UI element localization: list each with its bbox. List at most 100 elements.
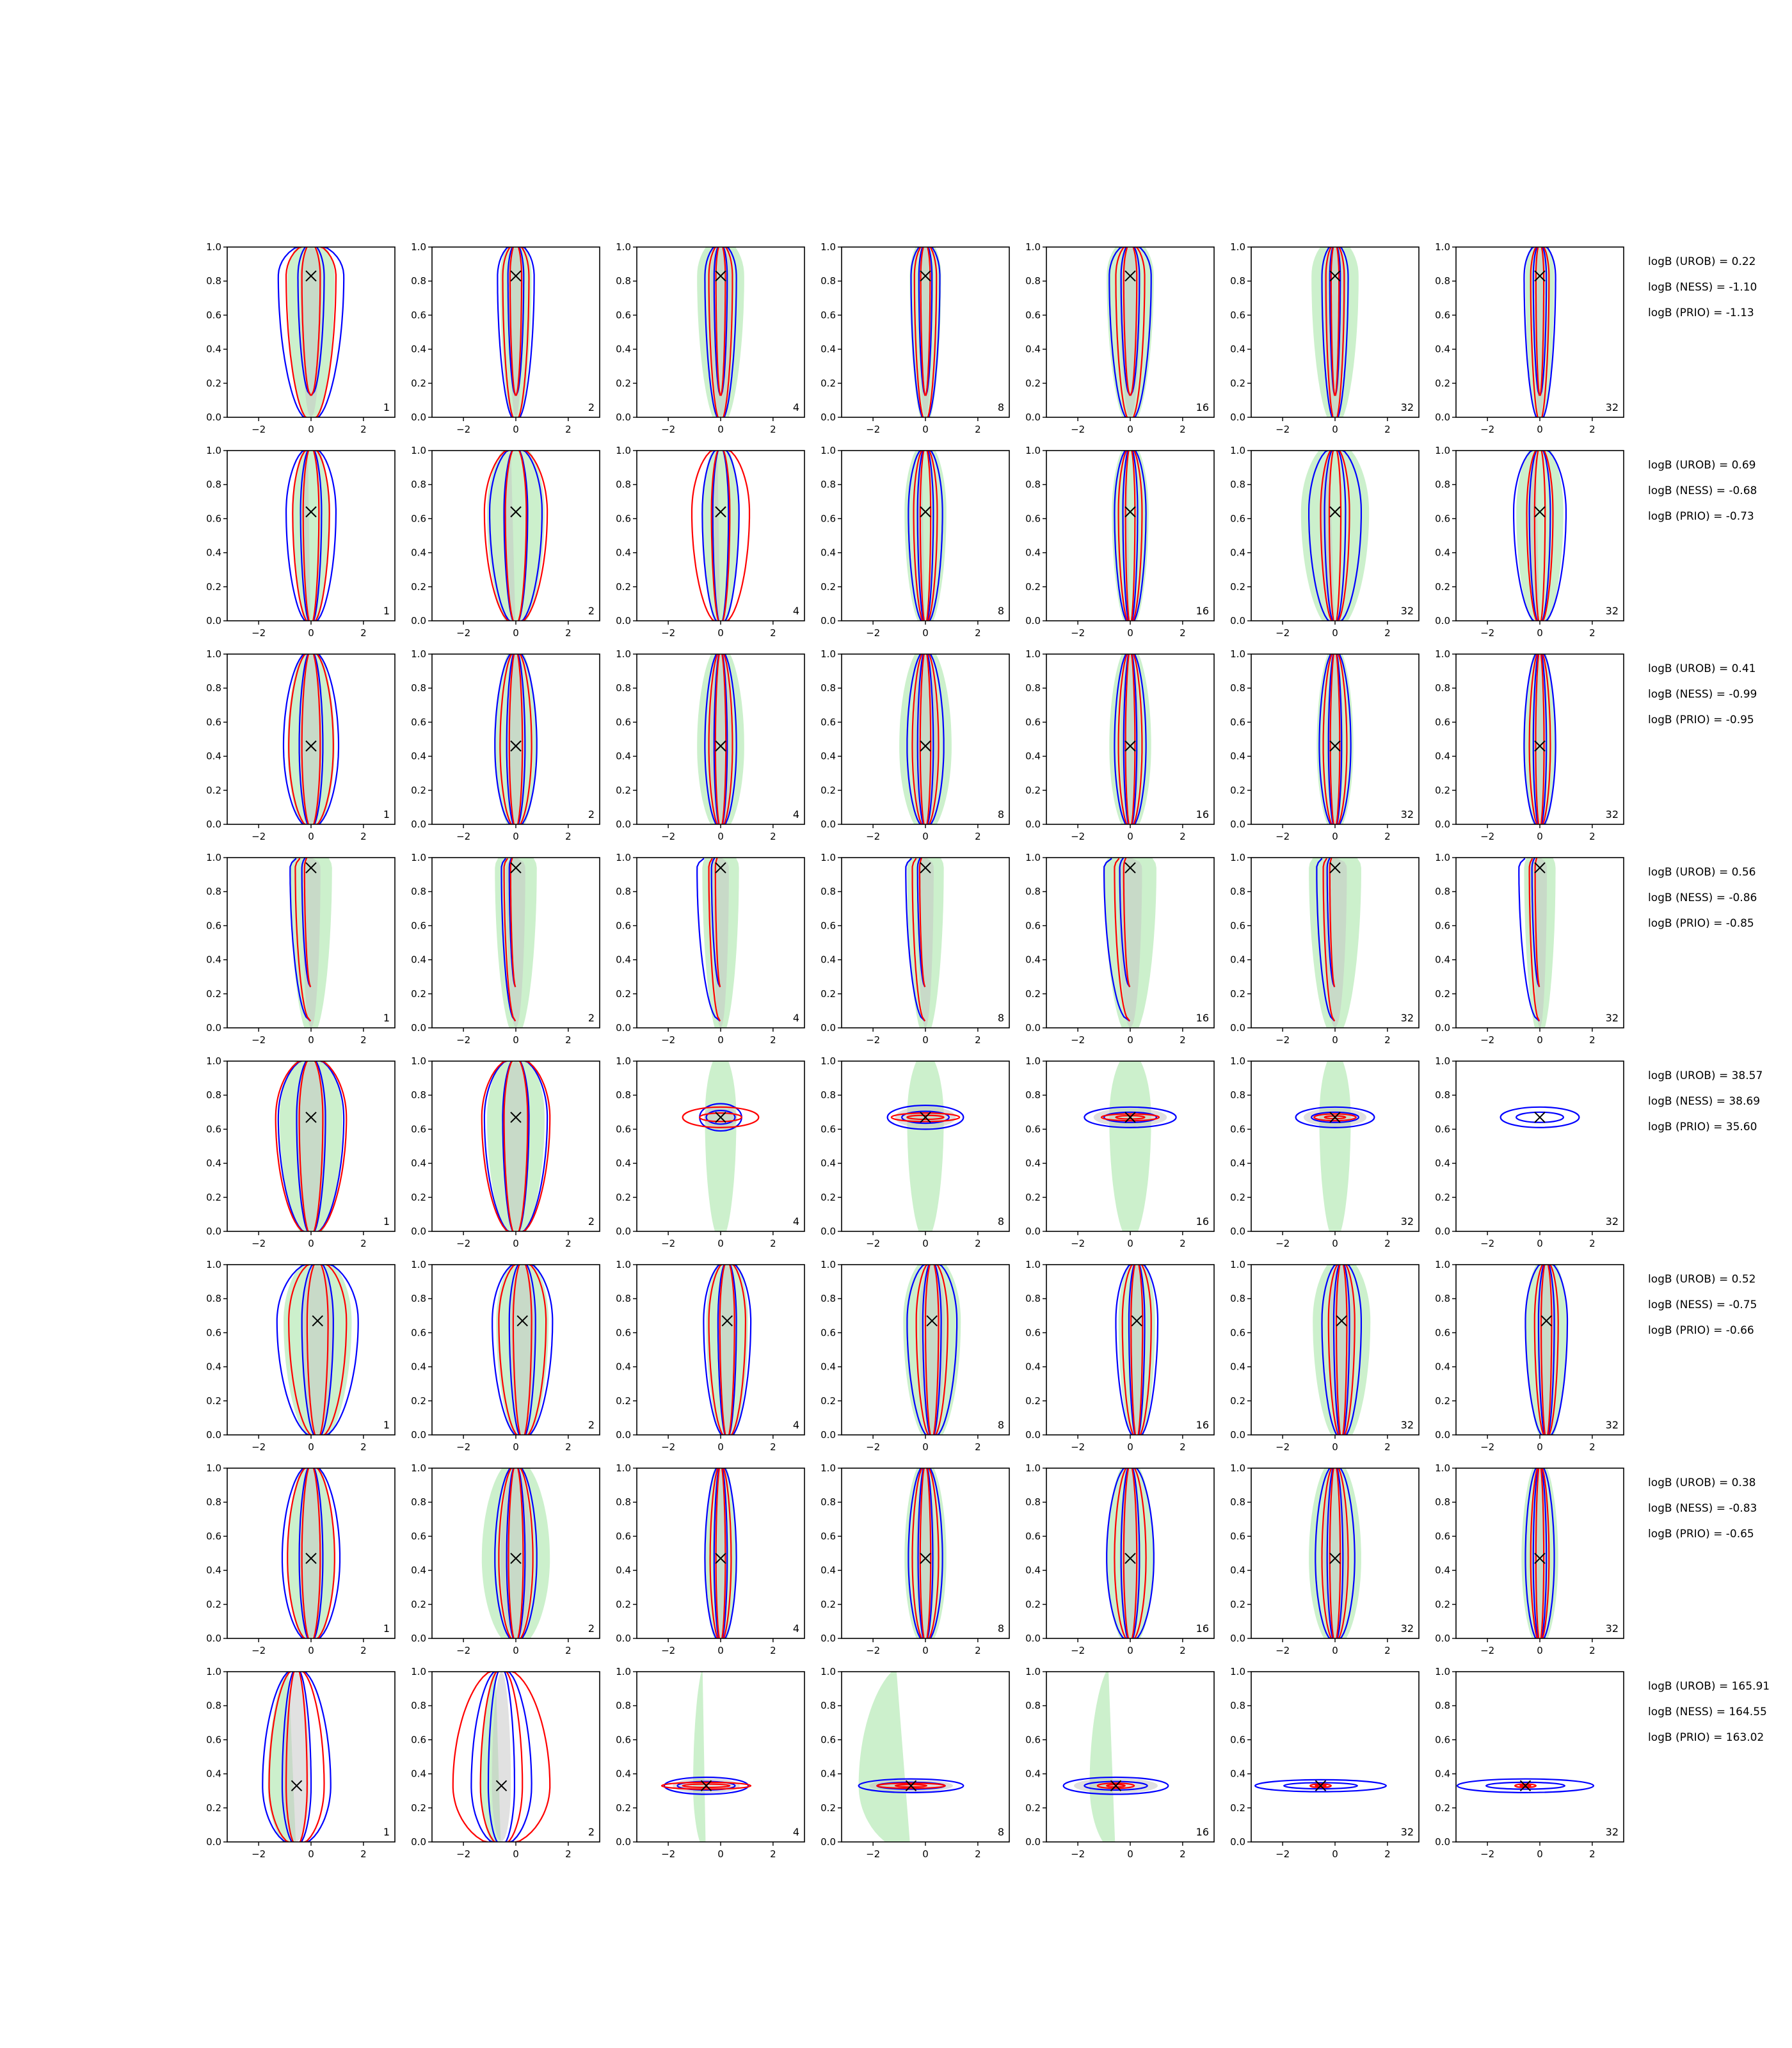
- y-tick-label: 0.6: [206, 1327, 221, 1338]
- blue-contour-level-1: [703, 1265, 752, 1435]
- plot-area: [452, 1672, 551, 1842]
- x-tick-label: 0: [308, 1645, 314, 1656]
- red-contour-level-1: [1322, 654, 1348, 824]
- y-tick-label: 0.8: [820, 275, 836, 287]
- y-tick-label: 0.8: [1025, 1293, 1041, 1304]
- y-tick-label: 0.2: [820, 1599, 836, 1610]
- red-contour-level-2: [894, 1784, 928, 1788]
- y-tick-label: 1.0: [206, 1666, 221, 1677]
- y-tick-label: 0.4: [1230, 1565, 1245, 1576]
- y-tick-label: 0.2: [1230, 581, 1245, 593]
- y-tick-label: 1.0: [616, 1666, 631, 1677]
- red-contour-level-1: [288, 1265, 348, 1435]
- y-tick-label: 0.6: [820, 920, 836, 931]
- x-tick-label: 0: [513, 1034, 519, 1046]
- true-value-marker: [1124, 506, 1136, 518]
- y-tick-label: 0.2: [1025, 785, 1041, 796]
- y-tick-label: 0.2: [206, 378, 221, 389]
- red-contour-level-1: [1325, 247, 1345, 417]
- x-tick-label: −2: [1071, 1645, 1085, 1656]
- panel-r4-c1: 0.0 0.2 0.4 0.6 0.8 1.0 −2 0 2 1: [206, 852, 396, 1046]
- blue-contour-level-2: [1516, 1111, 1564, 1123]
- y-tick-label: 0.8: [1025, 1700, 1041, 1711]
- x-tick-label: −2: [1071, 831, 1085, 842]
- blue-contour-level-1: [470, 1672, 532, 1842]
- x-tick-label: 0: [513, 1238, 519, 1249]
- red-contour-level-1: [1321, 1468, 1349, 1638]
- blue-contour-level-2: [502, 1061, 530, 1231]
- red-contour-level-1: [483, 451, 548, 621]
- red-contour-level-2: [1535, 247, 1545, 396]
- x-tick-label: 2: [360, 424, 367, 435]
- red-contour-level-2: [1535, 1468, 1545, 1638]
- y-tick-label: 0.6: [616, 1327, 631, 1338]
- red-contour-level-1: [499, 654, 532, 824]
- y-tick-label: 0.0: [411, 412, 426, 423]
- y-tick-label: 0.2: [616, 1192, 631, 1203]
- x-tick-label: −2: [1480, 1441, 1494, 1453]
- y-tick-label: 0.4: [1025, 1361, 1041, 1373]
- y-tick-label: 0.4: [411, 1361, 426, 1373]
- y-tick-label: 0.4: [820, 1565, 836, 1576]
- red-contour-level-1: [1115, 247, 1146, 417]
- panel-r2-c2: 0.0 0.2 0.4 0.6 0.8 1.0 −2 0 2 2: [411, 445, 600, 639]
- true-value-marker: [1124, 1112, 1136, 1123]
- red-contour-level-2: [298, 1061, 324, 1231]
- x-tick-label: 2: [1180, 1238, 1186, 1249]
- y-tick-label: 0.2: [1025, 1802, 1041, 1814]
- panel-size-label: 2: [588, 808, 595, 820]
- y-tick-label: 0.0: [1230, 1633, 1245, 1644]
- y-tick-label: 0.0: [1025, 1429, 1041, 1441]
- red-contour-level-1: [285, 247, 337, 417]
- x-tick-label: 2: [770, 1034, 776, 1046]
- logb-line: logB (PRIO) = -0.73: [1648, 510, 1754, 523]
- plot-area: [1523, 247, 1556, 417]
- x-tick-label: 2: [770, 1645, 776, 1656]
- red-contour-level-1: [1530, 247, 1550, 417]
- red-contour-level-2: [504, 451, 527, 621]
- y-tick-label: 0.0: [820, 1836, 836, 1848]
- true-value-marker: [305, 740, 317, 752]
- blue-contour-level-1: [908, 451, 943, 621]
- x-tick-label: 0: [1127, 627, 1133, 639]
- blue-contour-level-2: [1103, 1111, 1158, 1123]
- y-tick-label: 0.0: [411, 1429, 426, 1441]
- red-contour-level-1: [1121, 1265, 1152, 1435]
- panel-size-label: 2: [588, 1826, 595, 1838]
- blue-contour-level-1: [1114, 654, 1147, 824]
- panel-size-label: 4: [793, 1419, 799, 1431]
- red-contour-level-2: [1329, 654, 1341, 824]
- logb-line: logB (PRIO) = 163.02: [1648, 1731, 1764, 1744]
- x-tick-label: −2: [866, 1645, 880, 1656]
- x-tick-label: 0: [1127, 1848, 1133, 1860]
- panel-r4-c5: 0.0 0.2 0.4 0.6 0.8 1.0 −2 0 2 16: [1025, 852, 1215, 1046]
- blue-contour-level-2: [1283, 1782, 1358, 1790]
- x-tick-label: 2: [1384, 1034, 1391, 1046]
- plot-area: [1106, 1468, 1155, 1638]
- red-contour-level-2: [1329, 858, 1336, 988]
- x-tick-label: 0: [1332, 1441, 1338, 1453]
- y-tick-label: 0.4: [1230, 344, 1245, 355]
- y-tick-label: 0.4: [820, 751, 836, 762]
- panel-r6-c1: 0.0 0.2 0.4 0.6 0.8 1.0 −2 0 2 1: [206, 1259, 396, 1453]
- logb-annotations-row-8: logB (UROB) = 165.91 logB (NESS) = 164.55…: [1648, 1680, 1770, 1744]
- fill-grey: [1532, 858, 1548, 1028]
- y-tick-label: 0.8: [206, 1496, 221, 1508]
- y-tick-label: 0.0: [820, 819, 836, 830]
- logb-line: logB (PRIO) = -1.13: [1648, 307, 1754, 319]
- true-value-marker: [920, 1553, 931, 1564]
- x-tick-label: −2: [1276, 1645, 1290, 1656]
- y-tick-label: 0.6: [411, 1123, 426, 1135]
- y-tick-label: 0.6: [616, 513, 631, 524]
- true-value-marker: [305, 270, 317, 282]
- panel-r6-c2: 0.0 0.2 0.4 0.6 0.8 1.0 −2 0 2 2: [411, 1259, 600, 1453]
- x-tick-label: 0: [1127, 1034, 1133, 1046]
- y-tick-label: 0.2: [820, 378, 836, 389]
- x-tick-label: 2: [975, 1238, 981, 1249]
- panel-size-label: 1: [383, 808, 390, 820]
- panel-r8-c5: 0.0 0.2 0.4 0.6 0.8 1.0 −2 0 2 16: [1025, 1666, 1215, 1860]
- y-tick-label: 0.6: [1435, 1734, 1450, 1745]
- y-tick-label: 0.6: [1230, 513, 1245, 524]
- red-contour-level-2: [920, 247, 931, 396]
- red-contour-level-1: [1114, 858, 1131, 1022]
